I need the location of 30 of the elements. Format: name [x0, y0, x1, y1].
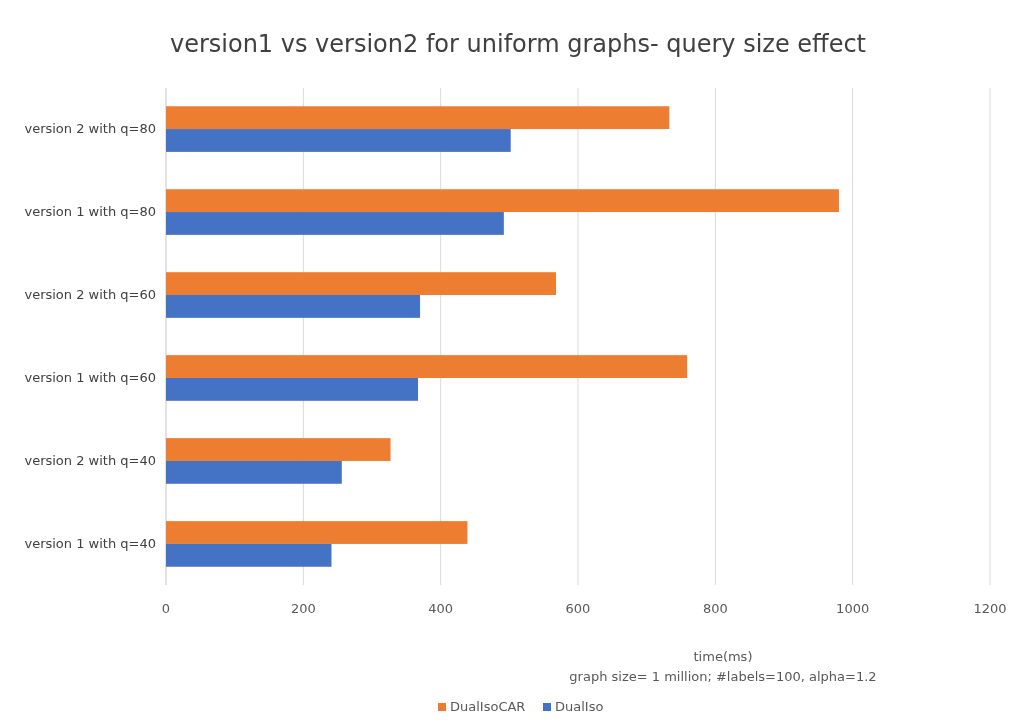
bar — [166, 377, 419, 401]
bar — [166, 212, 504, 235]
x-tick-label: 800 — [702, 601, 728, 616]
legend-label: DualIsoCAR — [450, 699, 526, 714]
chart-title: version1 vs version2 for uniform graphs- query size effect — [169, 30, 867, 58]
x-tick-label: 200 — [290, 601, 316, 616]
bar — [166, 272, 557, 296]
y-tick-label: version 2 with q=80 — [24, 121, 156, 137]
bar — [166, 521, 468, 544]
x-tick-label: 400 — [428, 601, 454, 616]
y-tick-label: version 2 with q=60 — [24, 287, 156, 303]
x-tick-label: 1200 — [973, 601, 1007, 616]
x-tick-label: 600 — [565, 601, 591, 616]
y-tick-label: version 1 with q=40 — [24, 535, 156, 551]
bar — [166, 460, 342, 484]
bar — [166, 438, 391, 461]
x-tick-label: 0 — [161, 601, 171, 616]
bar — [166, 543, 332, 567]
x-axis-title: time(ms) — [693, 649, 753, 664]
y-tick-label: version 2 with q=40 — [24, 452, 156, 468]
bar — [166, 295, 421, 318]
bar — [166, 189, 839, 213]
bar — [166, 106, 670, 130]
bar — [166, 129, 511, 152]
y-tick-label: version 1 with q=80 — [24, 204, 156, 220]
y-tick-label: version 1 with q=60 — [24, 369, 156, 385]
bar — [166, 355, 688, 378]
legend-label: DualIso — [555, 699, 604, 714]
x-tick-label: 1000 — [836, 601, 870, 616]
text: graph size= 1 million; #labels=100, alpha=1.2 — [569, 669, 877, 684]
